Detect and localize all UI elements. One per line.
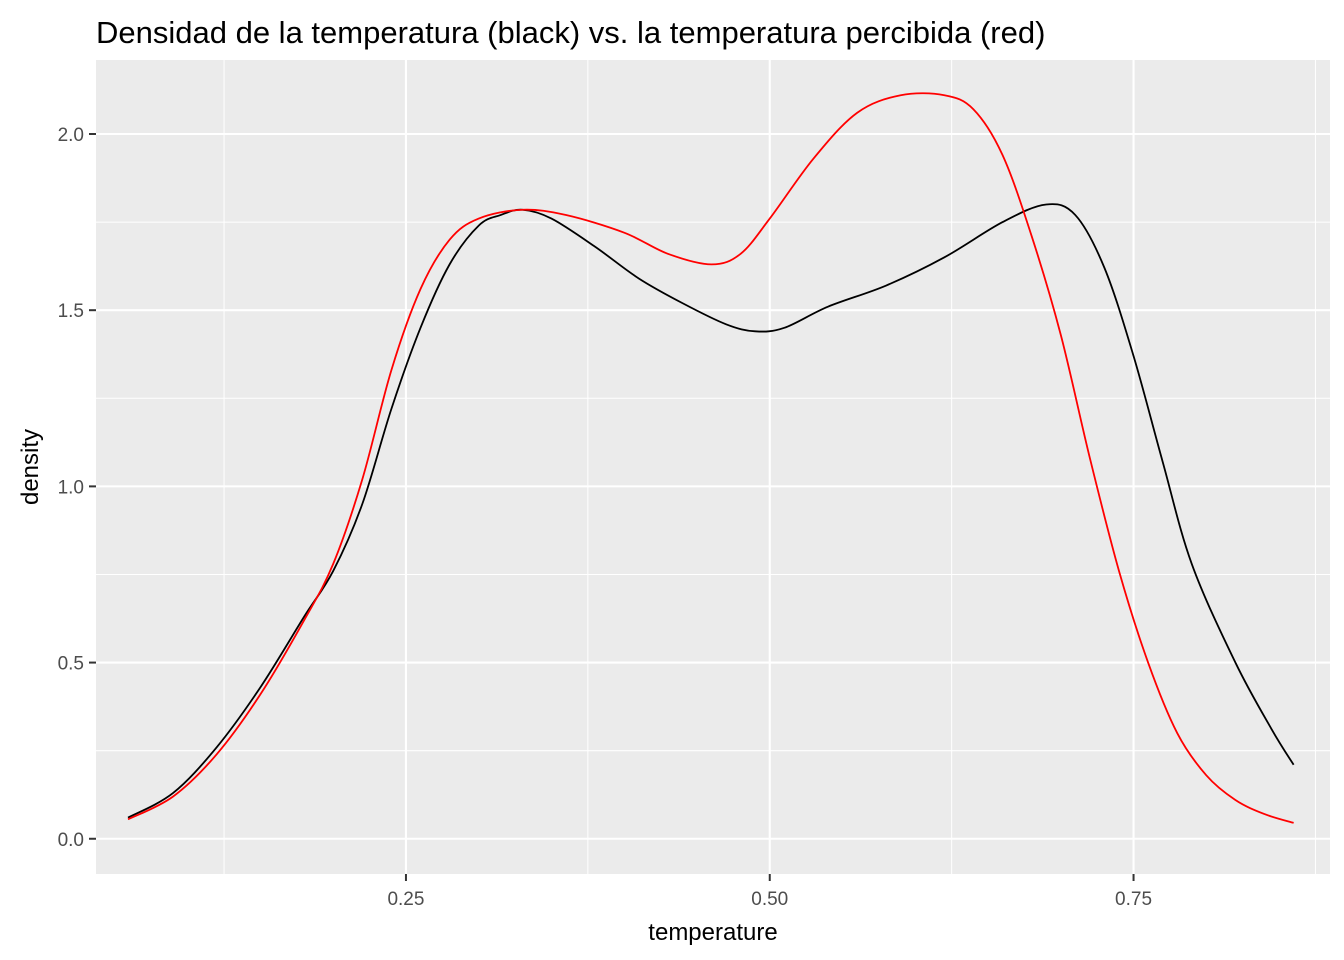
y-axis-title: density (17, 429, 44, 505)
x-tick-label: 0.75 (1115, 889, 1152, 910)
y-tick-label: 2.0 (58, 125, 84, 146)
y-tick-label: 1.5 (58, 301, 84, 322)
x-tick-label: 0.25 (387, 889, 424, 910)
plot-panel (96, 60, 1330, 874)
perceived-temperature-density-line (127, 92, 1294, 824)
y-tick-label: 1.0 (58, 477, 84, 498)
x-tick-label: 0.50 (751, 889, 788, 910)
chart-title: Densidad de la temperatura (black) vs. l… (96, 15, 1045, 50)
minor-gridlines (96, 60, 1330, 874)
y-tick-label: 0.0 (58, 830, 84, 851)
series-lines (127, 92, 1295, 824)
x-axis: 0.25 0.50 0.75 (387, 874, 1152, 910)
y-tick-label: 0.5 (58, 654, 84, 675)
major-gridlines (96, 60, 1330, 874)
y-axis: 0.0 0.5 1.0 1.5 2.0 (58, 125, 96, 851)
temperature-density-line (127, 203, 1295, 819)
x-axis-title: temperature (648, 919, 777, 946)
